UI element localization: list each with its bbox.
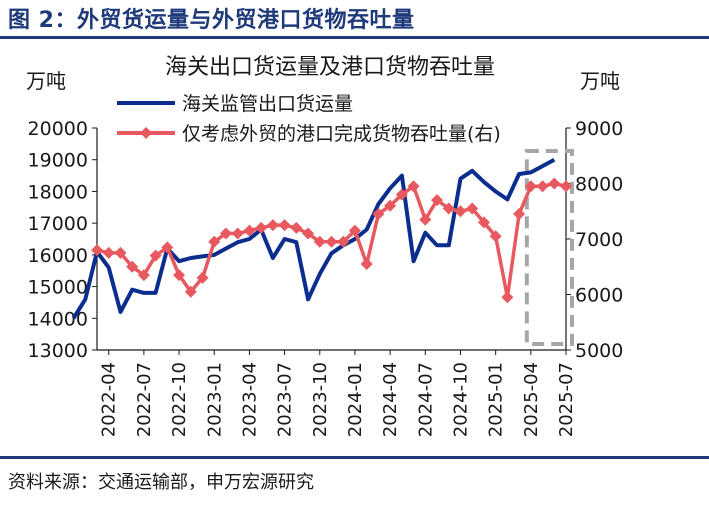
legend-label-customs: 海关监管出口货运量 xyxy=(182,93,353,115)
x-tick-label: 2024-01 xyxy=(345,362,366,437)
left-tick-label: 15000 xyxy=(28,277,88,299)
data-point-port xyxy=(325,235,338,248)
data-point-port xyxy=(161,241,174,254)
data-point-port xyxy=(489,230,502,243)
chart: 海关出口货运量及港口货物吞吐量 万吨 万吨 海关监管出口货运量 仅考虑外贸的港口… xyxy=(26,55,624,437)
chart-title: 海关出口货运量及港口货物吞吐量 xyxy=(165,55,495,80)
header-rule xyxy=(0,36,709,39)
data-point-port xyxy=(513,208,526,221)
left-tick-label: 19000 xyxy=(28,150,88,172)
data-point-port xyxy=(126,260,139,273)
data-point-port xyxy=(477,216,490,229)
x-tick-label: 2025-04 xyxy=(521,362,542,437)
data-point-port xyxy=(278,219,291,232)
left-tick-label: 18000 xyxy=(28,181,88,203)
highlight-box xyxy=(524,149,575,346)
series-line-customs xyxy=(71,157,556,320)
data-point-port xyxy=(548,177,561,190)
left-tick-label: 14000 xyxy=(28,308,88,330)
x-tick-label: 2022-07 xyxy=(134,362,155,437)
legend-marker-port xyxy=(140,127,152,139)
x-tick-label: 2024-04 xyxy=(380,362,401,437)
data-point-port xyxy=(337,235,350,248)
data-point-port xyxy=(313,235,326,248)
data-point-port xyxy=(536,180,549,193)
right-tick-label: 7000 xyxy=(575,229,623,251)
x-tick-label: 2025-01 xyxy=(486,362,507,437)
data-point-port xyxy=(184,285,197,298)
data-point-port xyxy=(114,246,127,259)
data-point-port xyxy=(348,224,361,237)
data-point-port xyxy=(431,194,444,207)
x-tick-label: 2022-10 xyxy=(169,362,190,437)
data-point-port xyxy=(302,227,315,240)
data-point-port xyxy=(243,224,256,237)
x-tick-label: 2023-10 xyxy=(310,362,331,437)
x-tick-label: 2025-07 xyxy=(556,362,577,437)
source-note: 资料来源：交通运输部，申万宏源研究 xyxy=(8,472,314,493)
data-point-port xyxy=(466,202,479,215)
data-point-port xyxy=(231,227,244,240)
figure-title: 图 2：外贸货运量与外贸港口货物吞吐量 xyxy=(8,8,415,33)
highlight-box-group xyxy=(524,149,575,346)
data-point-port xyxy=(442,202,455,215)
left-tick-label: 20000 xyxy=(28,118,88,140)
figure-header: 图 2：外贸货运量与外贸港口货物吞吐量 xyxy=(0,0,709,36)
x-tick-label: 2023-07 xyxy=(275,362,296,437)
left-tick-label: 16000 xyxy=(28,245,88,267)
x-tick-label: 2024-07 xyxy=(415,362,436,437)
right-tick-label: 8000 xyxy=(575,174,623,196)
data-point-port xyxy=(173,269,186,282)
data-point-port xyxy=(384,199,397,212)
data-point-port xyxy=(560,180,572,193)
data-point-port xyxy=(419,213,432,226)
legend-label-port: 仅考虑外贸的港口完成货物吞吐量(右) xyxy=(182,123,501,145)
data-point-port xyxy=(196,271,209,284)
x-tick-label: 2023-04 xyxy=(239,362,260,437)
right-tick-label: 5000 xyxy=(575,340,623,362)
left-tick-label: 17000 xyxy=(28,213,88,235)
data-point-port xyxy=(454,205,467,218)
data-point-port xyxy=(137,269,150,282)
data-point-port xyxy=(91,244,103,257)
data-point-port xyxy=(372,208,385,221)
data-point-port xyxy=(149,249,162,262)
x-tick-label: 2022-04 xyxy=(99,362,120,437)
axes: 20000 19000 18000 17000 16000 15000 14000 13000… xyxy=(28,118,624,437)
legend: 海关监管出口货运量 仅考虑外贸的港口完成货物吞吐量(右) xyxy=(117,93,501,145)
right-tick-label: 9000 xyxy=(575,118,623,140)
data-point-port xyxy=(524,180,537,193)
footer-rule xyxy=(0,456,709,459)
data-point-port xyxy=(255,221,268,234)
data-point-port xyxy=(102,246,115,259)
series-layer xyxy=(71,157,572,320)
data-point-port xyxy=(219,227,232,240)
x-tick-label: 2024-10 xyxy=(450,362,471,437)
data-point-port xyxy=(407,180,420,193)
data-point-port xyxy=(290,221,303,234)
data-point-port xyxy=(360,257,373,270)
x-tick-label: 2023-01 xyxy=(204,362,225,437)
data-point-port xyxy=(501,291,514,304)
right-axis-unit: 万吨 xyxy=(580,69,620,93)
data-point-port xyxy=(395,188,408,201)
right-tick-label: 6000 xyxy=(575,285,623,307)
left-axis-unit: 万吨 xyxy=(26,69,66,93)
data-point-port xyxy=(266,219,279,232)
left-tick-label: 13000 xyxy=(28,340,88,362)
data-point-port xyxy=(208,235,221,248)
